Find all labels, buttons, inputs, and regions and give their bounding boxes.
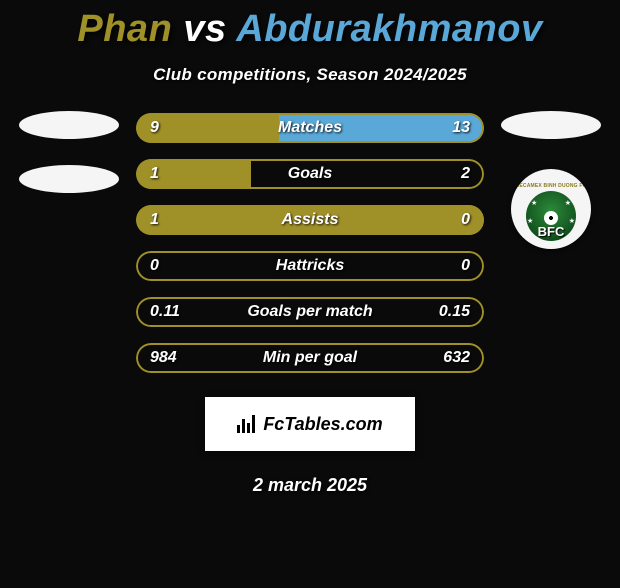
stat-bar: 984 632 Min per goal	[136, 343, 484, 373]
club-logo-bfc: BFC	[538, 224, 565, 239]
stat-label: Assists	[282, 211, 339, 229]
club-logo-banner: BECAMEX BINH DUONG FC	[516, 183, 587, 189]
player2-club-logo: BECAMEX BINH DUONG FC ★ ★ ★ ★ BFC	[511, 169, 591, 249]
right-avatar-column: BECAMEX BINH DUONG FC ★ ★ ★ ★ BFC	[496, 113, 606, 249]
stat-value-right: 0	[461, 211, 470, 229]
stat-value-right: 0.15	[439, 303, 470, 321]
stat-bars: 9 13 Matches 1 2 Goals 1 0 Assists 0 0 Hattricks 0.1…	[124, 113, 496, 389]
main-row: 9 13 Matches 1 2 Goals 1 0 Assists 0 0 Hattricks 0.1…	[10, 113, 610, 389]
star-icon: ★	[531, 199, 537, 207]
stat-value-left: 1	[150, 165, 159, 183]
stat-value-right: 13	[452, 119, 470, 137]
stat-label: Goals	[288, 165, 332, 183]
stat-value-right: 2	[461, 165, 470, 183]
stat-bar: 1 0 Assists	[136, 205, 484, 235]
title-player2: Abdurakhmanov	[236, 8, 542, 50]
stat-value-right: 0	[461, 257, 470, 275]
player2-avatar-placeholder	[501, 111, 601, 139]
ball-icon	[544, 211, 558, 225]
stat-value-left: 1	[150, 211, 159, 229]
stat-bar: 0.11 0.15 Goals per match	[136, 297, 484, 327]
star-icon: ★	[569, 217, 575, 225]
stat-label: Hattricks	[276, 257, 344, 275]
subtitle: Club competitions, Season 2024/2025	[10, 65, 610, 85]
stat-bar: 0 0 Hattricks	[136, 251, 484, 281]
brand-text: FcTables.com	[263, 414, 382, 435]
stat-label: Min per goal	[263, 349, 357, 367]
left-avatar-column	[14, 113, 124, 193]
stat-value-left: 0.11	[150, 303, 180, 321]
star-icon: ★	[565, 199, 571, 207]
bar-chart-icon	[237, 415, 257, 433]
stat-label: Goals per match	[247, 303, 372, 321]
stat-value-right: 632	[443, 349, 470, 367]
stat-value-left: 984	[150, 349, 177, 367]
club-logo-circle: BECAMEX BINH DUONG FC ★ ★ ★ ★ BFC	[511, 169, 591, 249]
player1-club-placeholder	[19, 165, 119, 193]
title-vs: vs	[183, 8, 226, 50]
player1-avatar-placeholder	[19, 111, 119, 139]
stat-value-left: 0	[150, 257, 159, 275]
brand-box: FcTables.com	[205, 397, 415, 451]
title-player1: Phan	[77, 8, 172, 50]
stat-bar: 1 2 Goals	[136, 159, 484, 189]
stat-bar: 9 13 Matches	[136, 113, 484, 143]
stat-value-left: 9	[150, 119, 159, 137]
star-icon: ★	[527, 217, 533, 225]
date-text: 2 march 2025	[10, 475, 610, 496]
comparison-title: Phan vs Abdurakhmanov	[10, 8, 610, 51]
stat-label: Matches	[278, 119, 342, 137]
